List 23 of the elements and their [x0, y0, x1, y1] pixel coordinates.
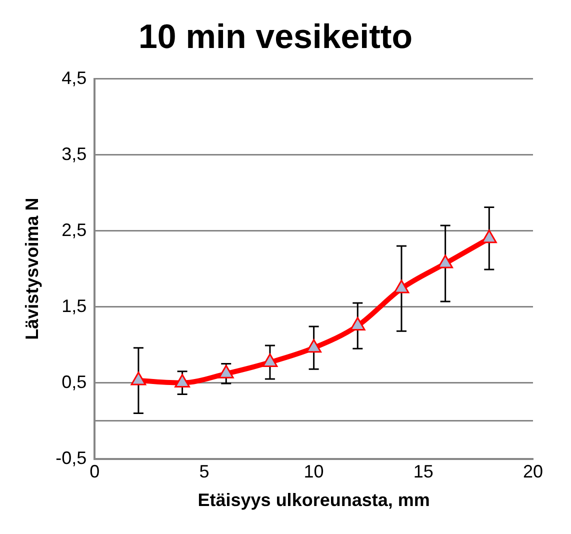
x-tick-label: 0	[90, 462, 100, 482]
y-tick-label: 4,5	[62, 68, 87, 88]
point	[481, 230, 497, 244]
chart-title: 10 min vesikeitto	[138, 18, 413, 56]
x-tick-label: 15	[413, 462, 434, 482]
y-tick-label: 3,5	[62, 144, 87, 164]
point	[306, 339, 322, 353]
point	[262, 354, 278, 368]
point	[394, 280, 410, 294]
y-tick-label: 1,5	[62, 296, 87, 316]
y-tick-label: 2,5	[62, 220, 87, 240]
x-axis-title: Etäisyys ulkoreunasta, mm	[198, 490, 430, 510]
y-axis-title: Lävistysvoima N	[22, 198, 42, 340]
x-tick-label: 5	[199, 462, 210, 482]
point	[130, 372, 146, 386]
y-tick-label: 0,5	[62, 372, 87, 392]
y-tick-label: -0,5	[56, 448, 87, 468]
point	[438, 254, 453, 268]
x-tick-label: 10	[304, 462, 324, 482]
point	[174, 374, 190, 388]
point	[218, 364, 234, 378]
point	[350, 317, 366, 331]
x-tick-label: 20	[522, 462, 544, 482]
